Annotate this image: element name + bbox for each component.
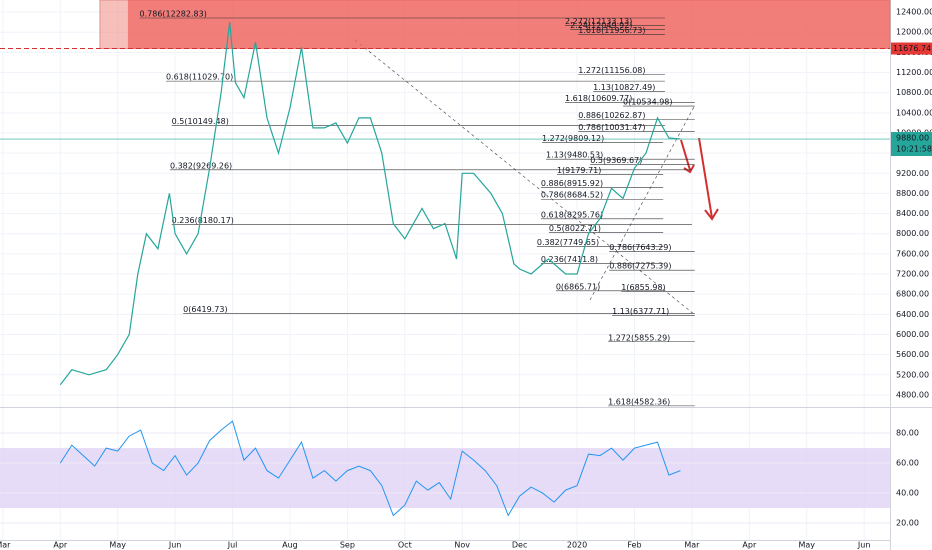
fib-label: 0.5(9369.67) [590, 156, 642, 165]
fib-label: 0(10534.98) [623, 98, 673, 107]
fib-label: 0.236(8180.17) [172, 216, 234, 225]
fib-label: 1.13(6377.71) [612, 307, 669, 316]
y-tick-label: 10800.00 [896, 88, 932, 97]
y-tick-label: 4800.00 [896, 390, 929, 399]
fib-label: 0.886(8915.92) [541, 179, 603, 188]
x-tick-label: 2020 [567, 541, 587, 550]
y-tick-label: 7600.00 [896, 249, 929, 258]
y-tick-label: 8000.00 [896, 229, 929, 238]
x-tick-label: Mar [684, 541, 700, 550]
fib-label: 0.786(7643.29) [609, 243, 671, 252]
x-tick-label: Sep [340, 541, 355, 550]
fib-label: 0.886(10262.87) [578, 111, 645, 120]
fib-label: 0.5(8022.71) [549, 224, 601, 233]
fib-label: 1.618(10609.77) [565, 94, 632, 103]
fib-label: 1.618(11956.73) [578, 26, 645, 35]
y-tick-label: 6400.00 [896, 310, 929, 319]
y-tick-label: 60.00 [896, 459, 919, 468]
y-tick-label: 40.00 [896, 489, 919, 498]
fib-label: 0.382(9269.26) [170, 161, 232, 170]
y-tick-label: 11200.00 [896, 68, 932, 77]
x-tick-label: Nov [454, 541, 470, 550]
x-tick-label: May [798, 541, 815, 550]
fib-label: 0(6419.73) [183, 305, 227, 314]
y-tick-label: 12000.00 [896, 28, 932, 37]
trendline [589, 104, 696, 301]
y-tick-label: 20.00 [896, 519, 919, 528]
fib-label: 2.272(12133.13) [565, 17, 632, 26]
y-tick-label: 6000.00 [896, 330, 929, 339]
x-tick-label: Jun [857, 541, 871, 550]
fib-label: 0(6865.71) [556, 282, 600, 291]
y-tick-label: 7200.00 [896, 270, 929, 279]
fib-label: 0.886(7275.39) [609, 262, 671, 271]
price-tag-label: 11676.74 [893, 44, 931, 53]
countdown: 10:21:58 [896, 145, 932, 154]
y-tick-label: 9200.00 [896, 169, 929, 178]
x-tick-label: Jun [168, 541, 182, 550]
y-tick-label: 10400.00 [896, 108, 932, 117]
fib-label: 1.272(9809.12) [542, 134, 604, 143]
fib-label: 0.5(10149.48) [172, 117, 229, 126]
x-tick-label: Dec [512, 541, 527, 550]
fib-label: 0.786(12282.83) [140, 9, 207, 18]
y-tick-label: 5600.00 [896, 350, 929, 359]
trendline [354, 39, 696, 316]
fib-label: 0.236(7411.8) [541, 255, 598, 264]
fib-label: 0.382(7749.65) [537, 238, 599, 247]
fib-label: 2.24(12049.92) [570, 21, 632, 30]
fib-label: 1.13(10827.49) [593, 83, 655, 92]
x-tick-label: Jul [227, 541, 238, 550]
y-tick-label: 12400.00 [896, 8, 932, 17]
fib-label: 1.13(9480.53) [546, 151, 603, 160]
y-tick-label: 6800.00 [896, 290, 929, 299]
fib-label: 0.786(10031.47) [578, 123, 645, 132]
fib-label: 1.272(11156.08) [578, 66, 645, 75]
x-tick-label: May [109, 541, 126, 550]
fib-label: 1.618(4582.36) [608, 397, 670, 406]
fib-label: 0.618(11029.70) [166, 73, 233, 82]
y-tick-label: 8400.00 [896, 209, 929, 218]
rsi-band [0, 448, 890, 509]
fib-label: 0.618(8295.76) [541, 210, 603, 219]
x-tick-label: Oct [398, 541, 412, 550]
price-tag [891, 132, 932, 157]
price-line [59, 420, 681, 517]
x-tick-label: Feb [627, 541, 641, 550]
x-tick-label: Mar [0, 541, 11, 550]
fib-label: 1(6855.98) [621, 283, 665, 292]
y-tick-label: 8800.00 [896, 189, 929, 198]
resistance-zone-core [127, 0, 891, 49]
price-tag-label: 9880.00 [896, 134, 929, 143]
y-tick-label: 80.00 [896, 429, 919, 438]
x-tick-label: Aug [282, 541, 298, 550]
x-tick-label: Apr [53, 541, 68, 550]
fib-label: 0.786(8684.52) [541, 191, 603, 200]
y-tick-label: 5200.00 [896, 370, 929, 379]
fib-label: 1(9179.71) [557, 166, 601, 175]
price-tag [891, 42, 932, 55]
price-line [59, 22, 681, 386]
x-tick-label: Apr [742, 541, 757, 550]
forecast-arrow [698, 137, 719, 221]
fib-label: 1.272(5855.29) [608, 333, 670, 342]
